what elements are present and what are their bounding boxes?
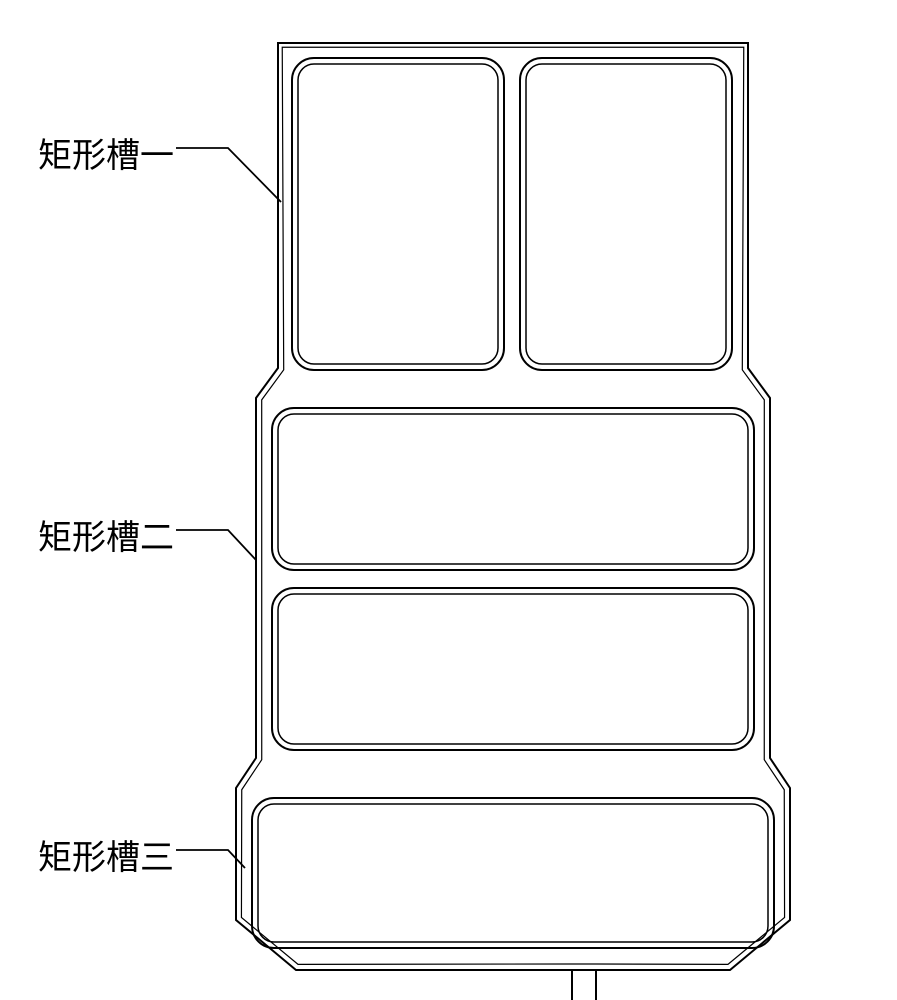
label-slot-1: 矩形槽一 [38, 128, 174, 177]
label-slot-3: 矩形槽三 [38, 830, 174, 879]
label-slot-2: 矩形槽二 [38, 510, 174, 559]
